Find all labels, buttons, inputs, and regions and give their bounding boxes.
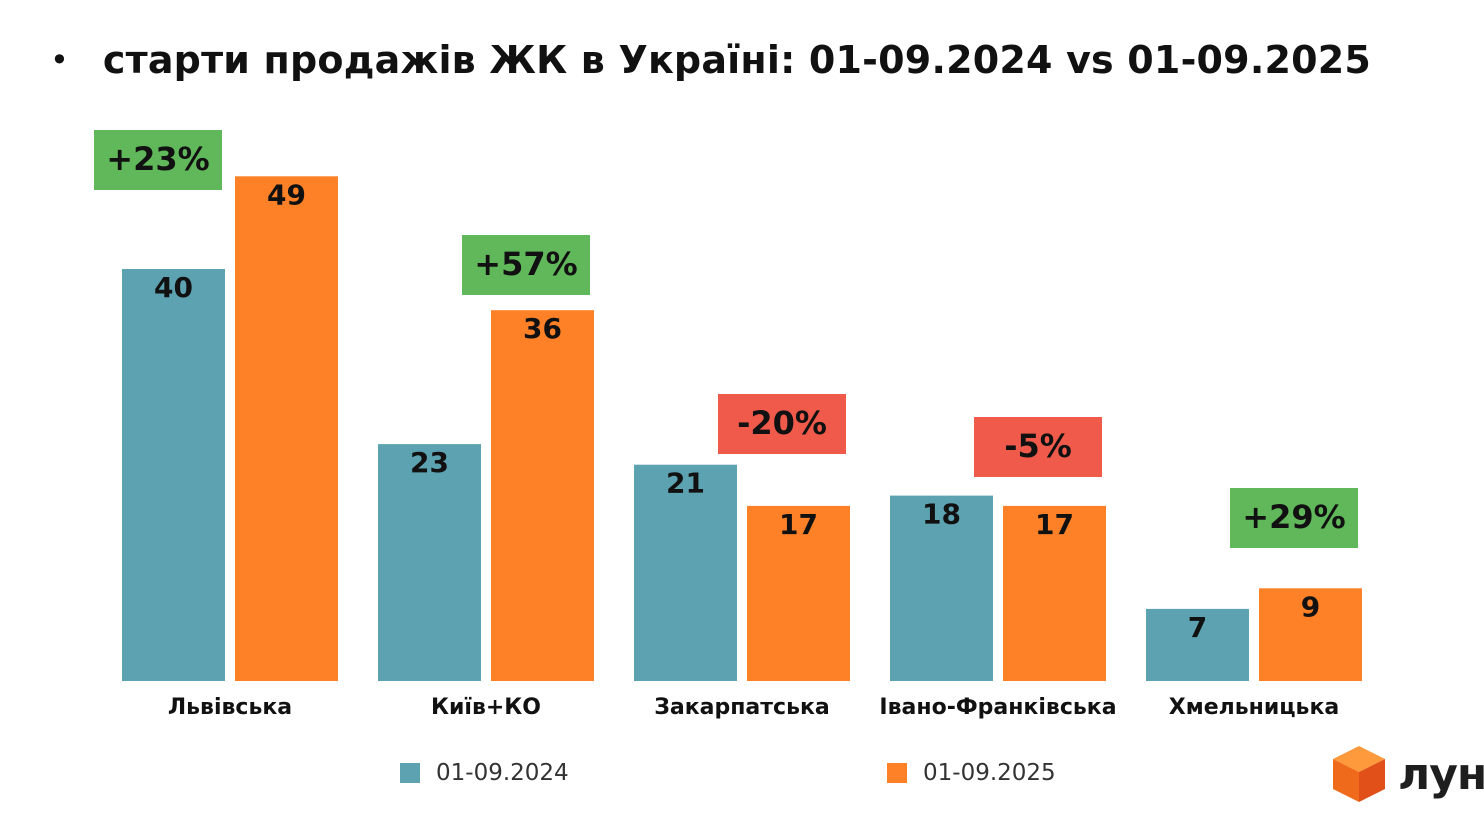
change-badge bbox=[462, 235, 590, 295]
bar-value-label: 49 bbox=[267, 178, 306, 211]
bar-value-label: 7 bbox=[1188, 611, 1207, 644]
bar-2025 bbox=[747, 505, 850, 681]
change-badge-label: +29% bbox=[1242, 498, 1345, 536]
bar-2025 bbox=[1259, 588, 1362, 681]
change-badge bbox=[94, 130, 222, 190]
bar-2024 bbox=[890, 495, 993, 681]
bar-2024 bbox=[378, 444, 481, 681]
logo-text: лун bbox=[1398, 748, 1484, 800]
category-label: Хмельницька bbox=[1169, 695, 1340, 720]
brand-logo: лун bbox=[1330, 744, 1484, 804]
bar-value-label: 36 bbox=[523, 312, 562, 345]
change-badge bbox=[974, 417, 1102, 477]
title-row: • старти продажів ЖК в Україні: 01-09.20… bbox=[50, 38, 1371, 82]
legend-label-2025: 01-09.2025 bbox=[923, 760, 1056, 786]
change-badge-label: -20% bbox=[737, 404, 827, 442]
change-badge-label: +57% bbox=[474, 245, 577, 283]
change-badge-label: +23% bbox=[106, 140, 209, 178]
bar-value-label: 18 bbox=[922, 498, 961, 531]
bar-2025 bbox=[491, 310, 594, 681]
category-label: Івано-Франківська bbox=[879, 695, 1116, 720]
bar-value-label: 17 bbox=[779, 508, 818, 541]
bar-value-label: 9 bbox=[1301, 590, 1320, 623]
category-label: Львівська bbox=[168, 695, 292, 720]
bar-2024 bbox=[1146, 608, 1249, 681]
bar-value-label: 40 bbox=[154, 271, 193, 304]
bar-value-label: 23 bbox=[410, 446, 449, 479]
bar-2024 bbox=[122, 269, 225, 681]
legend-label-2024: 01-09.2024 bbox=[436, 760, 569, 786]
legend-item-2025: 01-09.2025 bbox=[887, 760, 1056, 786]
legend-swatch-2025 bbox=[887, 763, 907, 783]
bar-value-label: 21 bbox=[666, 467, 705, 500]
bar-2025 bbox=[235, 176, 338, 682]
bar-2025 bbox=[1003, 505, 1106, 681]
legend-swatch-2024 bbox=[400, 763, 420, 783]
page-title: старти продажів ЖК в Україні: 01-09.2024… bbox=[102, 38, 1372, 82]
change-badge-label: -5% bbox=[1004, 427, 1072, 465]
legend-item-2024: 01-09.2024 bbox=[400, 760, 569, 786]
change-badge bbox=[1230, 488, 1358, 548]
bar-2024 bbox=[634, 464, 737, 681]
cube-logo-icon bbox=[1333, 746, 1385, 802]
change-badge bbox=[718, 394, 846, 454]
title-bullet: • bbox=[50, 41, 69, 79]
bar-value-label: 17 bbox=[1035, 508, 1074, 541]
category-label: Київ+КО bbox=[431, 695, 541, 720]
category-label: Закарпатська bbox=[654, 695, 830, 720]
